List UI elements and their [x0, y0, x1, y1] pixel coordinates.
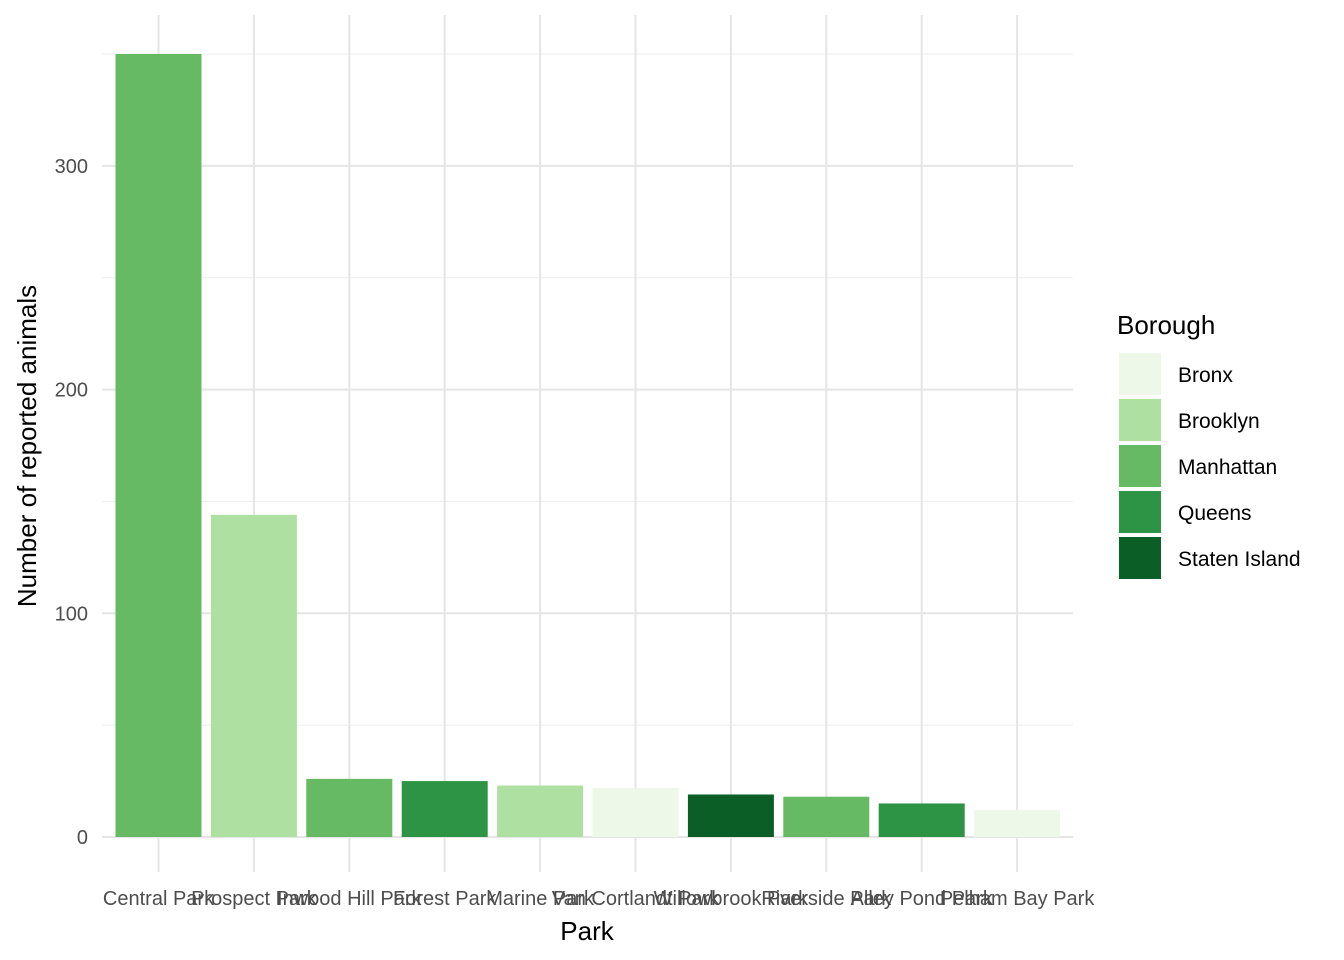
bar-pelham-bay-park [974, 810, 1061, 837]
bar-forest-park [401, 781, 488, 837]
legend-label: Manhattan [1178, 456, 1277, 479]
x-tick-label: Alley Pond Park [851, 888, 994, 910]
legend-title: Borough [1117, 310, 1215, 340]
bar-central-park [115, 54, 202, 837]
y-axis-title: Number of reported animals [12, 285, 42, 607]
y-tick-label: 300 [55, 156, 88, 178]
x-tick-label: Prospect Park [191, 888, 318, 910]
x-tick-label: Van Cortlandt Park [552, 888, 720, 910]
bar-prospect-park [210, 514, 297, 837]
bar-willowbrook-park [687, 794, 774, 837]
legend-label: Brooklyn [1178, 410, 1260, 433]
x-tick-label: Marine Park [486, 888, 595, 910]
legend-swatch [1119, 399, 1161, 441]
legend-label: Staten Island [1178, 548, 1301, 571]
legend-swatch [1119, 537, 1161, 579]
legend-label: Bronx [1178, 364, 1233, 387]
y-tick-label: 100 [55, 603, 88, 625]
legend-swatch [1119, 445, 1161, 487]
bar-van-cortlandt-park [592, 787, 679, 837]
legend-label: Queens [1178, 502, 1252, 525]
x-tick-label: Pelham Bay Park [940, 888, 1096, 910]
y-tick-label: 0 [77, 827, 88, 849]
x-tick-label: Willowbrook Park [654, 888, 809, 910]
legend: Borough Bronx Brooklyn Manhattan Queens Stat… [1117, 310, 1301, 579]
x-tick-label: Riverside Park [761, 888, 892, 910]
x-tick-label: Inwood Hill Park [277, 888, 423, 910]
bars [115, 54, 1061, 837]
x-axis-title: Park [560, 916, 614, 946]
bar-riverside-park [783, 796, 870, 837]
legend-swatch [1119, 491, 1161, 533]
y-tick-label: 200 [55, 380, 88, 402]
legend-swatch [1119, 353, 1161, 395]
bar-marine-park [497, 785, 584, 837]
bar-alley-pond-park [878, 803, 965, 837]
y-axis-ticks: 0 100 200 300 [55, 156, 88, 849]
x-tick-label: Central Park [103, 888, 215, 910]
x-tick-label: Forest Park [393, 888, 497, 910]
bar-inwood-hill-park [306, 778, 393, 837]
